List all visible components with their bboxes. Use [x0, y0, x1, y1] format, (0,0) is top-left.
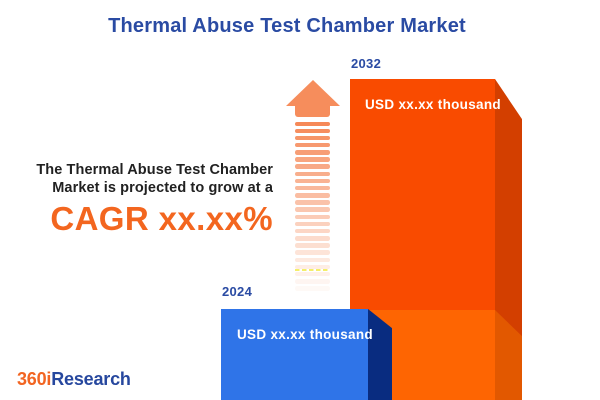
arrow-dash: [295, 236, 330, 241]
brand-logo-suffix: Research: [51, 369, 131, 389]
brand-logo-prefix: 360i: [17, 369, 52, 389]
arrow-dash: [295, 279, 330, 284]
arrow-dash: [295, 128, 330, 134]
arrow-dash: [295, 164, 330, 169]
arrow-dash: [295, 271, 330, 277]
brand-logo: 360iResearch: [17, 368, 131, 390]
year-label-2032: 2032: [351, 56, 382, 71]
arrow-up-icon-neck: [295, 103, 330, 117]
arrow-dash: [295, 135, 330, 141]
bar-2024-front: [221, 309, 368, 400]
arrow-dash: [295, 157, 330, 162]
arrow-dash: [295, 257, 330, 263]
arrow-dash: [295, 200, 330, 205]
arrow-dash-highlight: [295, 268, 330, 271]
arrow-dash: [295, 171, 330, 177]
cagr-value-text: CAGR xx.xx%: [50, 200, 273, 237]
value-label-2032: USD xx.xx thousand: [365, 97, 501, 112]
arrow-dash: [295, 286, 330, 291]
annotation-line-1: The Thermal Abuse Test Chamber: [36, 162, 273, 178]
page-title: Thermal Abuse Test Chamber Market: [108, 15, 466, 37]
arrow-dash: [295, 250, 330, 255]
arrow-dash: [295, 221, 330, 227]
arrow-dash: [295, 243, 330, 248]
arrow-dash: [295, 193, 330, 198]
arrow-dash: [295, 178, 330, 184]
value-label-2024: USD xx.xx thousand: [237, 327, 373, 342]
arrow-dash: [295, 264, 330, 270]
growth-annotation: The Thermal Abuse Test Chamber Market is…: [20, 162, 273, 237]
arrow-dash: [295, 121, 330, 126]
annotation-line-2: Market is projected to grow at a: [52, 179, 273, 196]
arrow-dash: [295, 150, 330, 155]
arrow-dash: [295, 214, 330, 220]
year-label-2024: 2024: [222, 284, 253, 299]
arrow-dash: [295, 207, 330, 212]
arrow-dash: [295, 142, 330, 148]
arrow-dash: [295, 185, 330, 191]
arrow-dash: [295, 228, 330, 234]
